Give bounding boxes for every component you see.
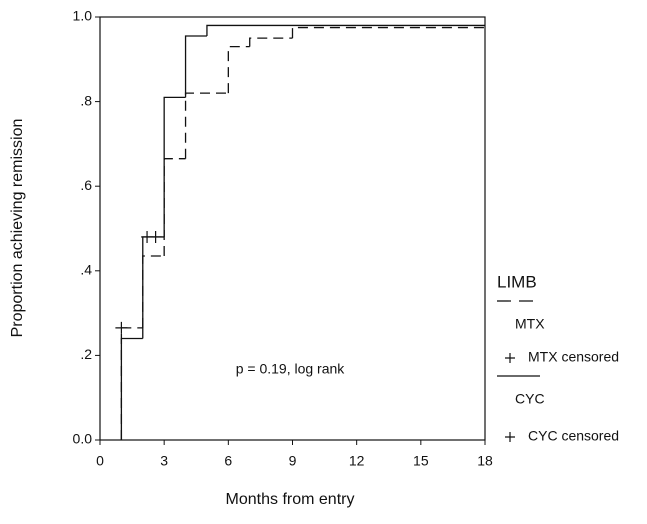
annotation: p = 0.19, log rank [236, 361, 346, 377]
step-segment [120, 337, 143, 440]
step-segment [206, 24, 485, 37]
y-tick-label: .6 [80, 177, 92, 193]
y-tick-label: .8 [80, 92, 92, 108]
y-axis-label: Proportion achieving remission [9, 119, 26, 338]
censor-mark [115, 321, 128, 334]
x-tick-label: 12 [349, 453, 365, 469]
step-segment [227, 45, 250, 94]
step-segment [163, 158, 186, 256]
step-segment [120, 327, 143, 440]
censor-mark [149, 230, 162, 243]
legend-label: CYC censored [528, 428, 619, 444]
x-tick-label: 3 [160, 453, 168, 469]
step-segment [291, 26, 485, 39]
step-segment [163, 96, 186, 237]
x-axis-label: Months from entry [226, 491, 355, 508]
legend-title: LIMB [497, 272, 537, 291]
legend-symbol [505, 432, 515, 442]
x-tick-label: 15 [413, 453, 429, 469]
step-segment [184, 35, 207, 98]
step-segment [142, 236, 165, 339]
legend-symbol [505, 353, 515, 363]
y-tick-label: 0.0 [73, 431, 93, 447]
step-segment [184, 92, 229, 159]
y-tick-label: .2 [80, 346, 92, 362]
x-tick-label: 9 [289, 453, 297, 469]
x-tick-label: 0 [96, 453, 104, 469]
y-tick-label: 1.0 [73, 8, 93, 24]
x-tick-label: 6 [224, 453, 232, 469]
legend-label: MTX [515, 316, 545, 332]
legend-label: MTX censored [528, 349, 619, 365]
y-tick-label: .4 [80, 262, 92, 278]
x-tick-label: 18 [477, 453, 493, 469]
legend-label: CYC [515, 391, 545, 407]
step-segment [249, 37, 293, 47]
step-segment [142, 255, 165, 328]
